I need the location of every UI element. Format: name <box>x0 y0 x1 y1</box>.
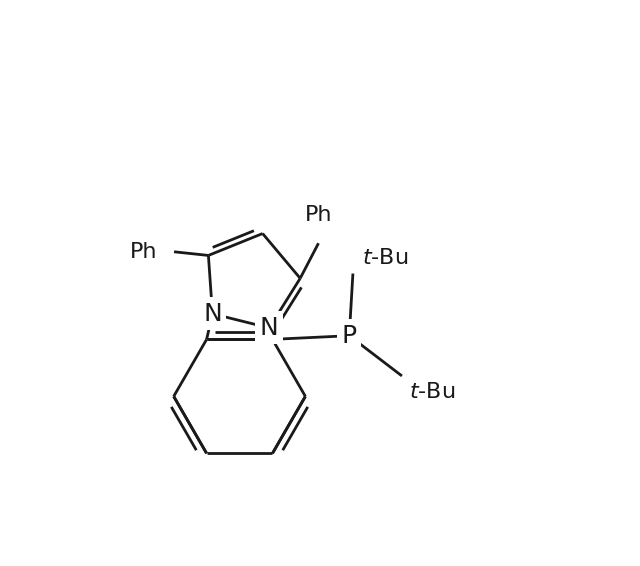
Text: $\it{t}$-Bu: $\it{t}$-Bu <box>409 382 456 402</box>
Text: $\it{t}$-Bu: $\it{t}$-Bu <box>362 248 408 268</box>
Text: Ph: Ph <box>305 205 332 225</box>
Text: Ph: Ph <box>130 242 157 262</box>
Text: N: N <box>260 316 278 340</box>
Text: N: N <box>203 302 222 326</box>
Text: P: P <box>342 324 357 348</box>
